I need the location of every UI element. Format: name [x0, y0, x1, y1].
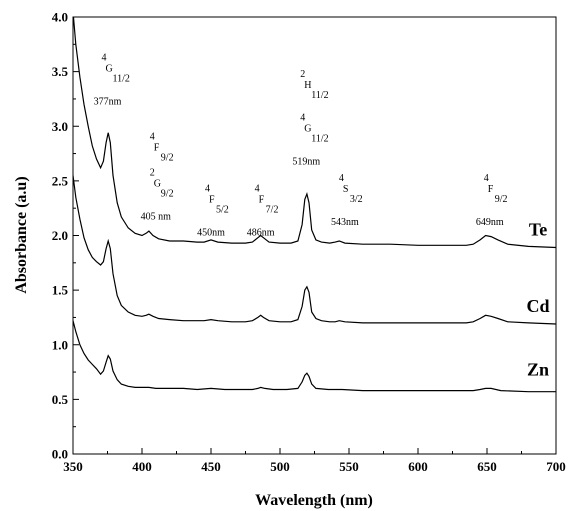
transition-annotation: 4F9/2: [150, 131, 174, 163]
transition-annotation: 4F7/2 486nm: [247, 184, 279, 239]
annotation-subscript: 5/2: [216, 205, 229, 216]
annotation-subscript: 11/2: [311, 134, 328, 145]
annotation-subscript: 7/2: [266, 205, 279, 216]
annotation-term: S: [343, 184, 349, 195]
annotation-term: F: [488, 184, 494, 195]
annotation-subscript: 11/2: [113, 74, 130, 85]
x-axis: 350 400 450 500 550 600 650 700: [63, 448, 566, 474]
series-label-zn: Zn: [527, 359, 549, 379]
transition-annotation: 4F9/2 649nm: [476, 173, 508, 228]
annotation-superscript: 4: [300, 113, 305, 124]
series-label-cd: Cd: [527, 296, 550, 316]
annotation-term: F: [209, 195, 215, 206]
y-tick-label: 0.5: [52, 392, 69, 407]
annotation-term: G: [154, 178, 161, 189]
annotation-term: G: [304, 124, 311, 135]
series-line-te: [73, 17, 556, 249]
y-axis-title: Absorbance (a.u): [13, 176, 30, 293]
annotation-subscript: 11/2: [311, 90, 328, 101]
series-line-zn: [73, 320, 556, 393]
y-tick-label: 1.5: [52, 283, 69, 298]
annotation-wavelength: 377nm: [94, 97, 122, 108]
x-tick-label: 500: [270, 459, 290, 474]
series-label-te: Te: [529, 220, 547, 240]
annotation-superscript: 4: [102, 53, 107, 64]
series-label-layer: Te Cd Zn: [527, 220, 550, 380]
x-tick-label: 600: [408, 459, 428, 474]
annotation-subscript: 9/2: [495, 194, 508, 205]
transition-annotation: 4F5/2 450nm: [197, 184, 229, 239]
annotation-wavelength: 486nm: [247, 228, 275, 239]
series-line-cd: [73, 175, 556, 325]
y-tick-label: 3.5: [52, 64, 69, 79]
annotation-superscript: 4: [150, 131, 155, 142]
y-tick-label: 4.0: [52, 10, 68, 25]
y-axis: 0.0 0.5 1.0 1.5 2.0 2.5 3.0 3.5 4.0: [52, 10, 79, 462]
annotation-wavelength: 649nm: [476, 217, 504, 228]
y-tick-label: 2.5: [52, 173, 69, 188]
series-layer: [73, 17, 556, 393]
annotation-superscript: 4: [255, 184, 260, 195]
x-tick-label: 650: [477, 459, 497, 474]
transition-annotation: 2G9/2 405 nm: [141, 167, 174, 222]
y-tick-label: 1.0: [52, 337, 68, 352]
annotation-term: H: [304, 80, 311, 91]
x-tick-label: 550: [339, 459, 359, 474]
annotation-superscript: 4: [339, 173, 344, 184]
annotation-wavelength: 405 nm: [141, 211, 172, 222]
x-tick-label: 400: [132, 459, 152, 474]
transition-annotation: 4S3/2 543nm: [331, 173, 363, 228]
annotation-superscript: 4: [484, 173, 489, 184]
annotation-wavelength: 450nm: [197, 228, 225, 239]
x-tick-label: 350: [63, 459, 83, 474]
annotation-superscript: 4: [205, 184, 210, 195]
annotation-subscript: 3/2: [350, 194, 363, 205]
annotation-superscript: 2: [150, 167, 155, 178]
y-tick-label: 0.0: [52, 447, 68, 462]
annotation-term: F: [154, 142, 160, 153]
annotation-term: F: [259, 195, 265, 206]
x-axis-title: Wavelength (nm): [255, 492, 373, 509]
annotation-term: G: [106, 64, 113, 75]
x-tick-label: 700: [546, 459, 566, 474]
annotation-subscript: 9/2: [161, 152, 174, 163]
annotation-superscript: 2: [300, 69, 305, 80]
x-tick-label: 450: [201, 459, 221, 474]
annotation-wavelength: 543nm: [331, 217, 359, 228]
annotation-wavelength: 519nm: [292, 157, 320, 168]
annotation-subscript: 9/2: [161, 188, 174, 199]
y-tick-label: 2.0: [52, 228, 68, 243]
y-tick-label: 3.0: [52, 119, 68, 134]
